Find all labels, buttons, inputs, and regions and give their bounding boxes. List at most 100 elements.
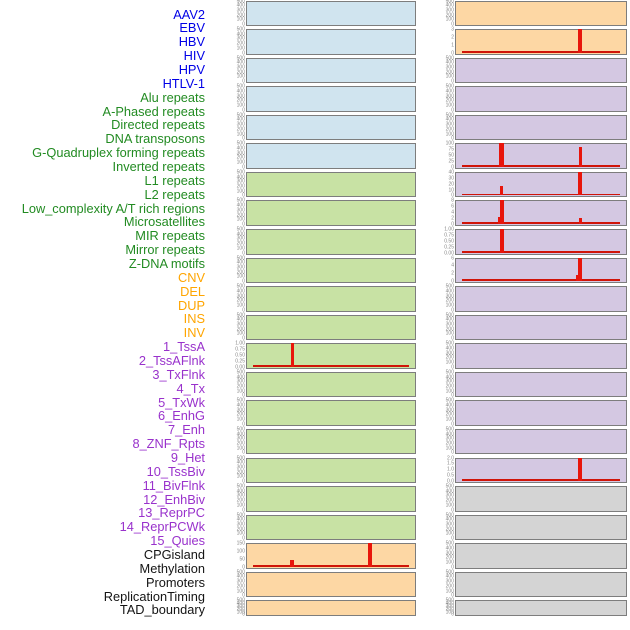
- panel-column-left: 500 400 300 200 100 0 500 400 300 200 100 0 500 400 30…: [235, 0, 416, 630]
- y-tick-label: 400: [236, 88, 245, 95]
- y-tick-label: 500: [236, 569, 245, 576]
- y-tick-label: 0: [242, 107, 245, 114]
- data-spike: [499, 229, 504, 253]
- y-tick-label: 100: [236, 530, 245, 537]
- panel-row: 500 400 300 200 100 0: [446, 541, 627, 572]
- y-tick-label: 100: [236, 245, 245, 252]
- y-tick-label: 500: [445, 426, 454, 433]
- panel-row: 500 400 300 200 100 0: [446, 427, 627, 458]
- y-tick-label: 400: [445, 116, 454, 123]
- y-tick-label: 300: [236, 603, 245, 610]
- y-tick-label: 4: [451, 262, 454, 269]
- y-tick-label: 100: [445, 359, 454, 366]
- y-tick-label: 1.0: [447, 466, 454, 473]
- y-tick-label: 0.00: [444, 250, 454, 256]
- y-tick-label: 0: [451, 535, 454, 542]
- y-tick-label: 200: [236, 212, 245, 219]
- track-panel: 500 400 300 200 100 0: [237, 198, 416, 227]
- y-tick-label: 0: [242, 50, 245, 57]
- y-tick-label: 100: [445, 16, 454, 23]
- y-tick-label: 25: [448, 158, 454, 165]
- y-tick-label: 300: [236, 150, 245, 157]
- data-baseline: [461, 279, 621, 282]
- row-label: HBV: [178, 34, 205, 50]
- y-tick-label: 200: [236, 40, 245, 47]
- y-tick-label: 50: [239, 556, 245, 563]
- track-panel: 500 400 300 200 100 0: [446, 513, 627, 541]
- y-tick-label: 200: [445, 12, 454, 19]
- y-tick-label: 0: [451, 107, 454, 114]
- y-tick-label: 0: [242, 278, 245, 285]
- panel-row: 40 30 20 10 0: [448, 170, 627, 201]
- row-label: Methylation: [139, 560, 205, 576]
- y-tick-label: 200: [445, 554, 454, 561]
- y-tick-label: 200: [445, 69, 454, 76]
- row-label: Directed repeats: [111, 117, 205, 133]
- panel-row: 150 100 50 0: [237, 541, 416, 572]
- y-tick-label: 500: [236, 426, 245, 433]
- y-tick-label: 0: [451, 21, 454, 28]
- y-tick-label: 200: [236, 440, 245, 447]
- row-label: 2_TssAFlnk: [138, 352, 205, 368]
- y-tick-label: 10: [448, 187, 454, 193]
- y-tick-label: 0.50: [235, 352, 245, 359]
- row-labels: AAV2 EBV HBV HIV HPV HTLV-1 Alu repeats A-Phase…: [0, 7, 205, 618]
- track-panel: 500 400 300 200 100 0: [446, 0, 627, 27]
- y-tick-label: 0: [242, 478, 245, 485]
- y-tick-label: 100: [445, 102, 454, 109]
- y-tick-label: 400: [236, 116, 245, 123]
- y-tick-label: 500: [445, 397, 454, 404]
- y-tick-label: 300: [445, 492, 454, 499]
- panel-row: 500 400 300 200 100 0: [446, 570, 627, 601]
- y-tick-label: 0: [451, 364, 454, 371]
- y-tick-label: 500: [445, 55, 454, 62]
- y-tick-label: 0: [242, 135, 245, 142]
- y-tick-label: 0.75: [235, 346, 245, 353]
- y-tick-label: 2.0: [447, 455, 454, 461]
- y-tick-label: 200: [236, 326, 245, 333]
- y-tick-label: 200: [236, 497, 245, 504]
- data-spike: [578, 146, 582, 167]
- row-label: 14_ReprPCWk: [119, 519, 205, 535]
- y-tick-label: 0: [451, 164, 454, 171]
- y-tick-label: 300: [236, 407, 245, 414]
- y-tick-label: 200: [445, 606, 454, 613]
- track-panel: 500 400 300 200 100 0: [237, 456, 416, 484]
- y-tick-label: 300: [445, 435, 454, 442]
- y-tick-label: 200: [236, 97, 245, 104]
- y-tick-label: 300: [236, 293, 245, 300]
- y-tick-label: 200: [236, 297, 245, 304]
- row-label: 9_Het: [170, 450, 205, 465]
- panel-column-right: 500 400 300 200 100 0 3 2 1 0 500 400 300 200 100 0 500 4…: [444, 0, 627, 630]
- y-tick-label: 200: [236, 126, 245, 133]
- y-tick-label: 400: [445, 573, 454, 580]
- panel-row: 2.0 1.5 1.0 0.5 0.0: [447, 456, 627, 487]
- panel-row: 500 400 300 200 100 0: [237, 56, 416, 87]
- data-baseline: [461, 50, 621, 53]
- y-tick-label: 100: [445, 530, 454, 537]
- y-tick-label: 300: [236, 207, 245, 214]
- row-label: DEL: [180, 283, 205, 299]
- track-panel: 500 400 300 200 100 0: [237, 170, 416, 198]
- y-tick-label: 500: [445, 312, 454, 319]
- row-label: 15_Quies: [150, 533, 205, 549]
- panel-row: 500 400 300 200 100 0: [446, 484, 627, 515]
- y-tick-label: 150: [236, 540, 245, 547]
- y-tick-label: 300: [445, 7, 454, 14]
- panel-row: 500 400 300 200 100 0: [237, 484, 416, 515]
- panel-row: 500 400 300 200 100 0: [237, 227, 416, 258]
- panel-row: 500 400 300 200 100 0: [237, 570, 416, 601]
- y-tick-label: 500: [236, 83, 245, 90]
- track-panel: 500 400 300 200 100 0: [237, 484, 416, 513]
- panel-row: 500 400 300 200 100 0: [446, 313, 627, 344]
- y-tick-label: 100: [445, 588, 454, 595]
- panel-row: 500 400 300 200 100 0: [237, 27, 416, 58]
- y-tick-label: 4: [451, 209, 454, 216]
- data-baseline: [461, 479, 621, 481]
- panel-row: 500 400 300 200 100 0: [237, 0, 416, 30]
- y-tick-label: 0.25: [444, 244, 454, 251]
- data-spike: [578, 218, 582, 224]
- y-tick-label: 300: [236, 321, 245, 328]
